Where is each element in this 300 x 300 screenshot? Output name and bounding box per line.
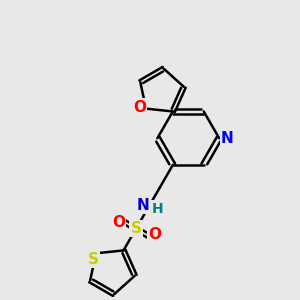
Text: N: N xyxy=(136,198,149,213)
Text: S: S xyxy=(130,221,142,236)
Text: O: O xyxy=(148,227,161,242)
Text: O: O xyxy=(112,215,125,230)
Text: S: S xyxy=(88,252,98,267)
Text: O: O xyxy=(133,100,146,115)
Text: N: N xyxy=(221,131,234,146)
Text: H: H xyxy=(152,202,163,215)
